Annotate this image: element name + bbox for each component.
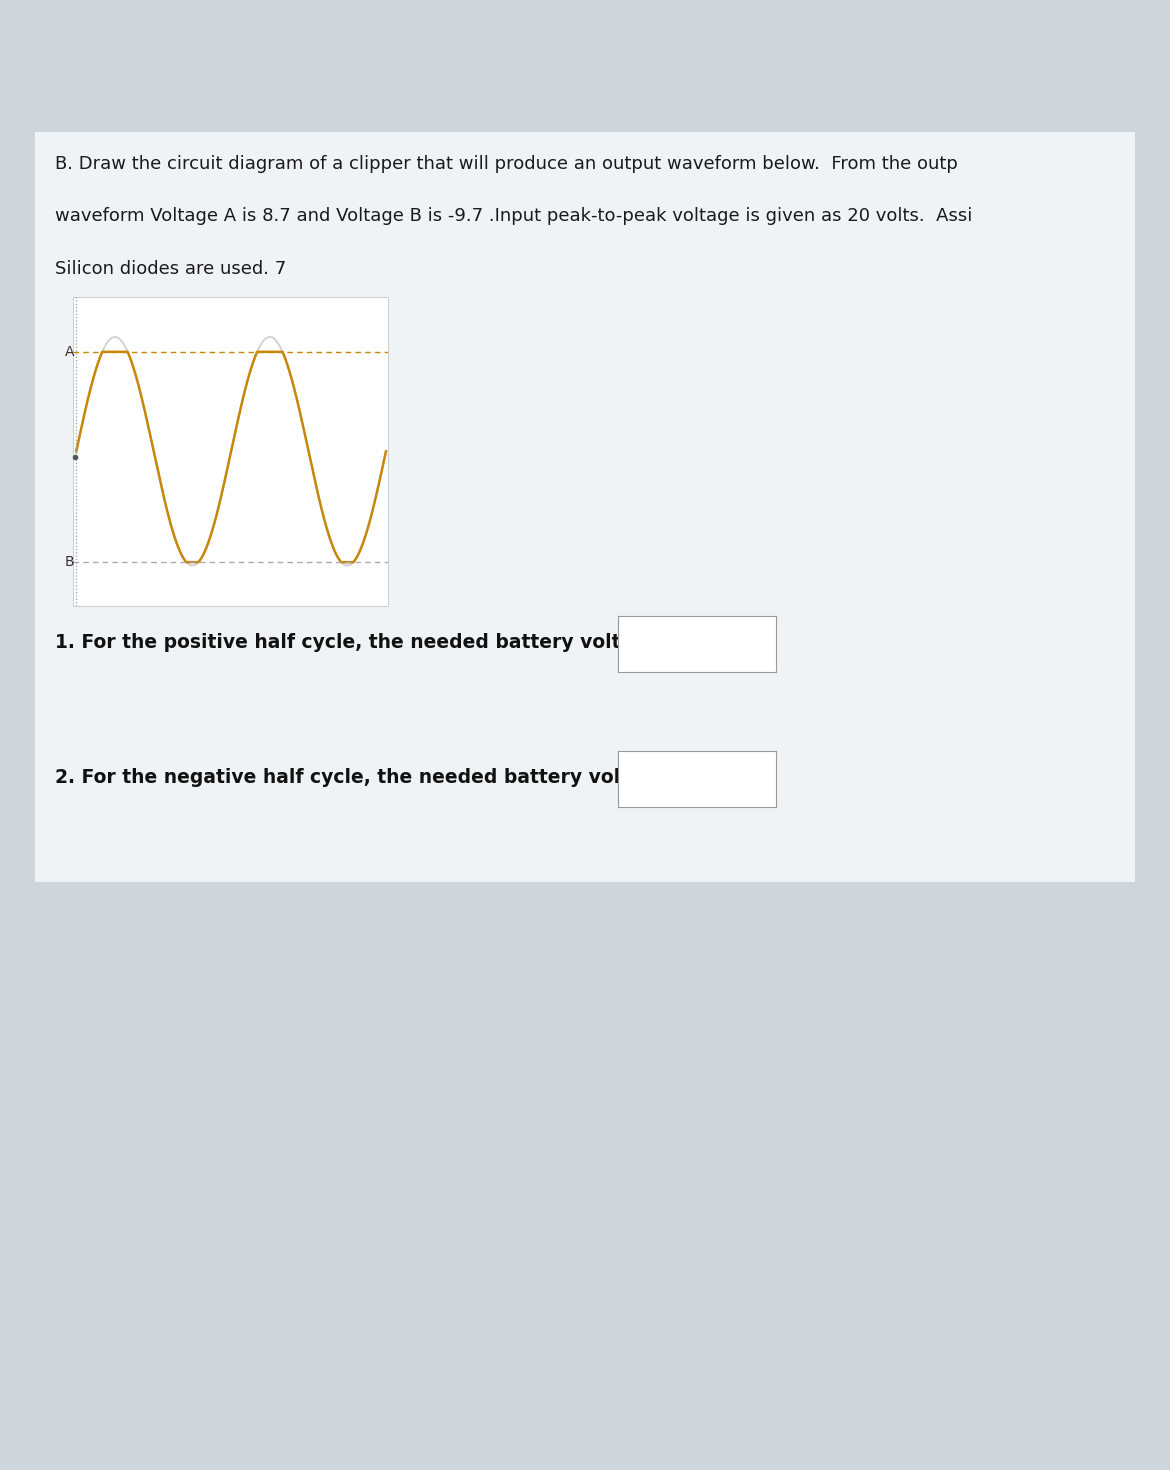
Text: B: B bbox=[64, 556, 75, 569]
Text: waveform Voltage A is 8.7 and Voltage B is -9.7 .Input peak-to-peak voltage is g: waveform Voltage A is 8.7 and Voltage B … bbox=[55, 207, 972, 225]
Text: A: A bbox=[66, 345, 75, 359]
Text: 1. For the positive half cycle, the needed battery voltage is: 1. For the positive half cycle, the need… bbox=[55, 632, 683, 651]
Text: Silicon diodes are used. 7: Silicon diodes are used. 7 bbox=[55, 260, 287, 278]
Text: 2. For the negative half cycle, the needed battery voltage is: 2. For the negative half cycle, the need… bbox=[55, 767, 691, 786]
Text: B. Draw the circuit diagram of a clipper that will produce an output waveform be: B. Draw the circuit diagram of a clipper… bbox=[55, 154, 958, 173]
